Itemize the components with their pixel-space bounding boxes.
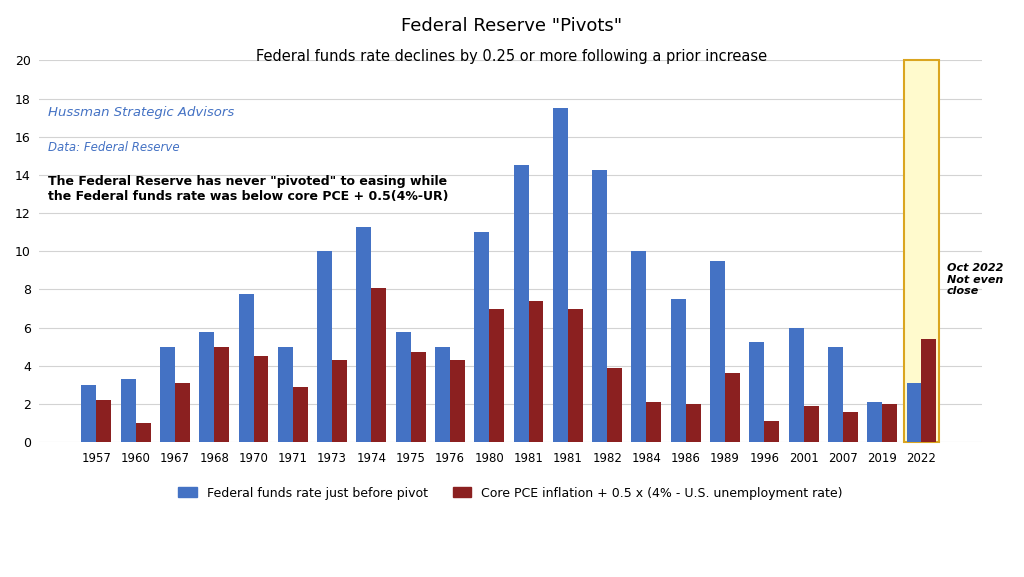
Bar bbox=[82, 385, 96, 442]
Bar bbox=[922, 339, 936, 442]
Bar bbox=[592, 170, 607, 442]
Bar bbox=[843, 411, 858, 442]
Bar bbox=[474, 232, 489, 442]
Bar bbox=[200, 332, 214, 442]
Text: Hussman Strategic Advisors: Hussman Strategic Advisors bbox=[48, 106, 234, 119]
Bar bbox=[254, 356, 268, 442]
Legend: Federal funds rate just before pivot, Core PCE inflation + 0.5 x (4% - U.S. unem: Federal funds rate just before pivot, Co… bbox=[173, 482, 848, 504]
Text: Data: Federal Reserve: Data: Federal Reserve bbox=[48, 141, 179, 153]
Bar bbox=[214, 347, 229, 442]
Bar bbox=[395, 332, 411, 442]
Bar bbox=[828, 347, 843, 442]
Bar bbox=[804, 406, 818, 442]
Bar bbox=[435, 347, 450, 442]
Bar bbox=[553, 108, 568, 442]
Bar bbox=[710, 261, 725, 442]
Bar bbox=[514, 166, 528, 442]
Text: Oct 2022
Not even
close: Oct 2022 Not even close bbox=[947, 263, 1004, 297]
Bar bbox=[528, 301, 544, 442]
Bar bbox=[450, 360, 465, 442]
Text: Federal Reserve "Pivots": Federal Reserve "Pivots" bbox=[401, 17, 623, 35]
Bar bbox=[922, 339, 936, 442]
Bar bbox=[356, 227, 372, 442]
Bar bbox=[293, 387, 308, 442]
Bar bbox=[278, 347, 293, 442]
Bar bbox=[646, 402, 662, 442]
Bar bbox=[764, 421, 779, 442]
Bar bbox=[568, 309, 583, 442]
Bar bbox=[725, 373, 740, 442]
Bar bbox=[906, 383, 922, 442]
Bar bbox=[135, 423, 151, 442]
Bar bbox=[788, 328, 804, 442]
Bar bbox=[489, 309, 504, 442]
Bar bbox=[750, 342, 764, 442]
Bar bbox=[175, 383, 189, 442]
Text: The Federal Reserve has never "pivoted" to easing while
the Federal funds rate w: The Federal Reserve has never "pivoted" … bbox=[48, 175, 449, 203]
Bar bbox=[332, 360, 347, 442]
Bar bbox=[671, 299, 686, 442]
Bar bbox=[239, 294, 254, 442]
Bar bbox=[121, 379, 135, 442]
Bar bbox=[411, 353, 426, 442]
Bar bbox=[372, 287, 386, 442]
Bar bbox=[632, 251, 646, 442]
Bar bbox=[906, 383, 922, 442]
Bar bbox=[607, 368, 622, 442]
Bar bbox=[160, 347, 175, 442]
Bar bbox=[317, 251, 332, 442]
FancyBboxPatch shape bbox=[903, 61, 939, 442]
Bar bbox=[883, 404, 897, 442]
Bar bbox=[96, 400, 112, 442]
Text: Federal funds rate declines by 0.25 or more following a prior increase: Federal funds rate declines by 0.25 or m… bbox=[256, 49, 768, 64]
Bar bbox=[686, 404, 700, 442]
Bar bbox=[867, 402, 883, 442]
